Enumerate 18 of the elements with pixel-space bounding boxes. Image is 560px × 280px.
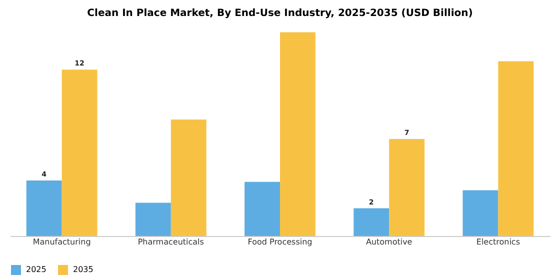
x-tick-label: Pharmaceuticals xyxy=(138,238,204,246)
x-tick-label: Manufacturing xyxy=(32,238,91,246)
bar xyxy=(244,182,280,236)
bar xyxy=(389,138,425,236)
bar xyxy=(354,208,390,236)
chart-title: Clean In Place Market, By End-Use Industry, 2025-2035 (USD Billion) xyxy=(87,8,473,19)
bar xyxy=(170,120,206,236)
x-tick-label: Electronics xyxy=(476,238,520,246)
bar xyxy=(26,180,62,236)
x-tick-label: Automotive xyxy=(366,238,412,246)
bar xyxy=(280,32,316,236)
x-tick-label: Food Processing xyxy=(248,238,312,246)
bar xyxy=(462,190,498,236)
bar xyxy=(135,202,171,236)
bar xyxy=(62,70,98,236)
legend-label: 2035 xyxy=(73,265,94,274)
bar xyxy=(498,61,534,236)
legend-label: 2025 xyxy=(26,265,46,274)
